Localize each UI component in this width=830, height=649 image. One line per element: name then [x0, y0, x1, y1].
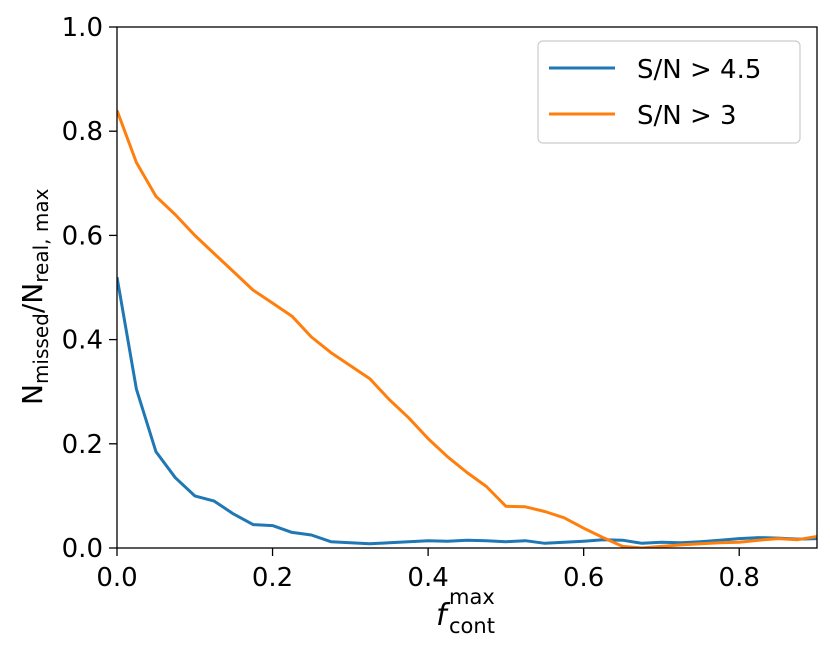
y-label-n1: N: [16, 384, 49, 405]
series-line-sn3: [117, 109, 817, 548]
y-tick-label: 0.6: [62, 221, 103, 251]
x-tick-label: 0.4: [407, 563, 448, 593]
y-tick-label: 1.0: [62, 13, 103, 43]
series-line-sn45: [117, 276, 817, 546]
svg-text:Nmissed/Nreal, max: Nmissed/Nreal, max: [16, 188, 53, 405]
x-axis-label-sub: cont: [449, 614, 495, 638]
x-tick-label: 0.6: [563, 563, 604, 593]
y-label-sub1: missed: [29, 313, 53, 384]
legend: S/N > 4.5 S/N > 3: [537, 40, 801, 144]
y-tick-label: 0.4: [62, 326, 103, 356]
x-axis: 0.0 0.2 0.4 0.6 0.8: [96, 548, 760, 593]
y-axis-label: Nmissed/Nreal, max: [16, 188, 53, 405]
x-tick-label: 0.0: [96, 563, 137, 593]
legend-label-sn3: S/N > 3: [637, 101, 737, 131]
axes-frame: [116, 26, 818, 549]
y-label-sub2: real, max: [29, 188, 53, 282]
x-axis-label-sup: max: [449, 585, 495, 609]
y-tick-label: 0.8: [62, 117, 103, 147]
series-layer: [117, 109, 817, 548]
y-label-mid: /N: [16, 283, 49, 313]
x-tick-label: 0.8: [719, 563, 760, 593]
y-tick-label: 0.2: [62, 430, 103, 460]
y-tick-label: 0.0: [62, 534, 103, 564]
x-tick-label: 0.2: [252, 563, 293, 593]
legend-label-sn45: S/N > 4.5: [637, 55, 761, 85]
y-axis: 0.0 0.2 0.4 0.6 0.8 1.0: [62, 13, 117, 564]
